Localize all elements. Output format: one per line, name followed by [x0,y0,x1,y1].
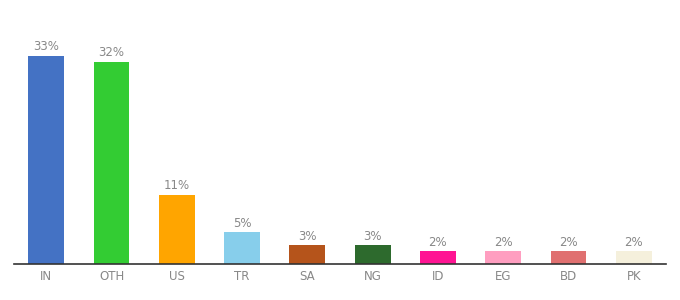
Bar [224,232,260,264]
Text: 11%: 11% [164,179,190,192]
Text: 2%: 2% [428,236,447,249]
Text: 33%: 33% [33,40,59,53]
Bar [355,245,390,264]
Bar [159,194,194,264]
Text: 3%: 3% [298,230,317,242]
Bar [551,251,586,264]
Text: 3%: 3% [363,230,382,242]
Bar [290,245,325,264]
Text: 32%: 32% [99,46,124,59]
Text: 2%: 2% [559,236,578,249]
Text: 5%: 5% [233,217,252,230]
Text: 2%: 2% [494,236,513,249]
Bar [29,56,64,264]
Bar [616,251,651,264]
Text: 2%: 2% [624,236,643,249]
Bar [486,251,521,264]
Bar [94,62,129,264]
Bar [420,251,456,264]
